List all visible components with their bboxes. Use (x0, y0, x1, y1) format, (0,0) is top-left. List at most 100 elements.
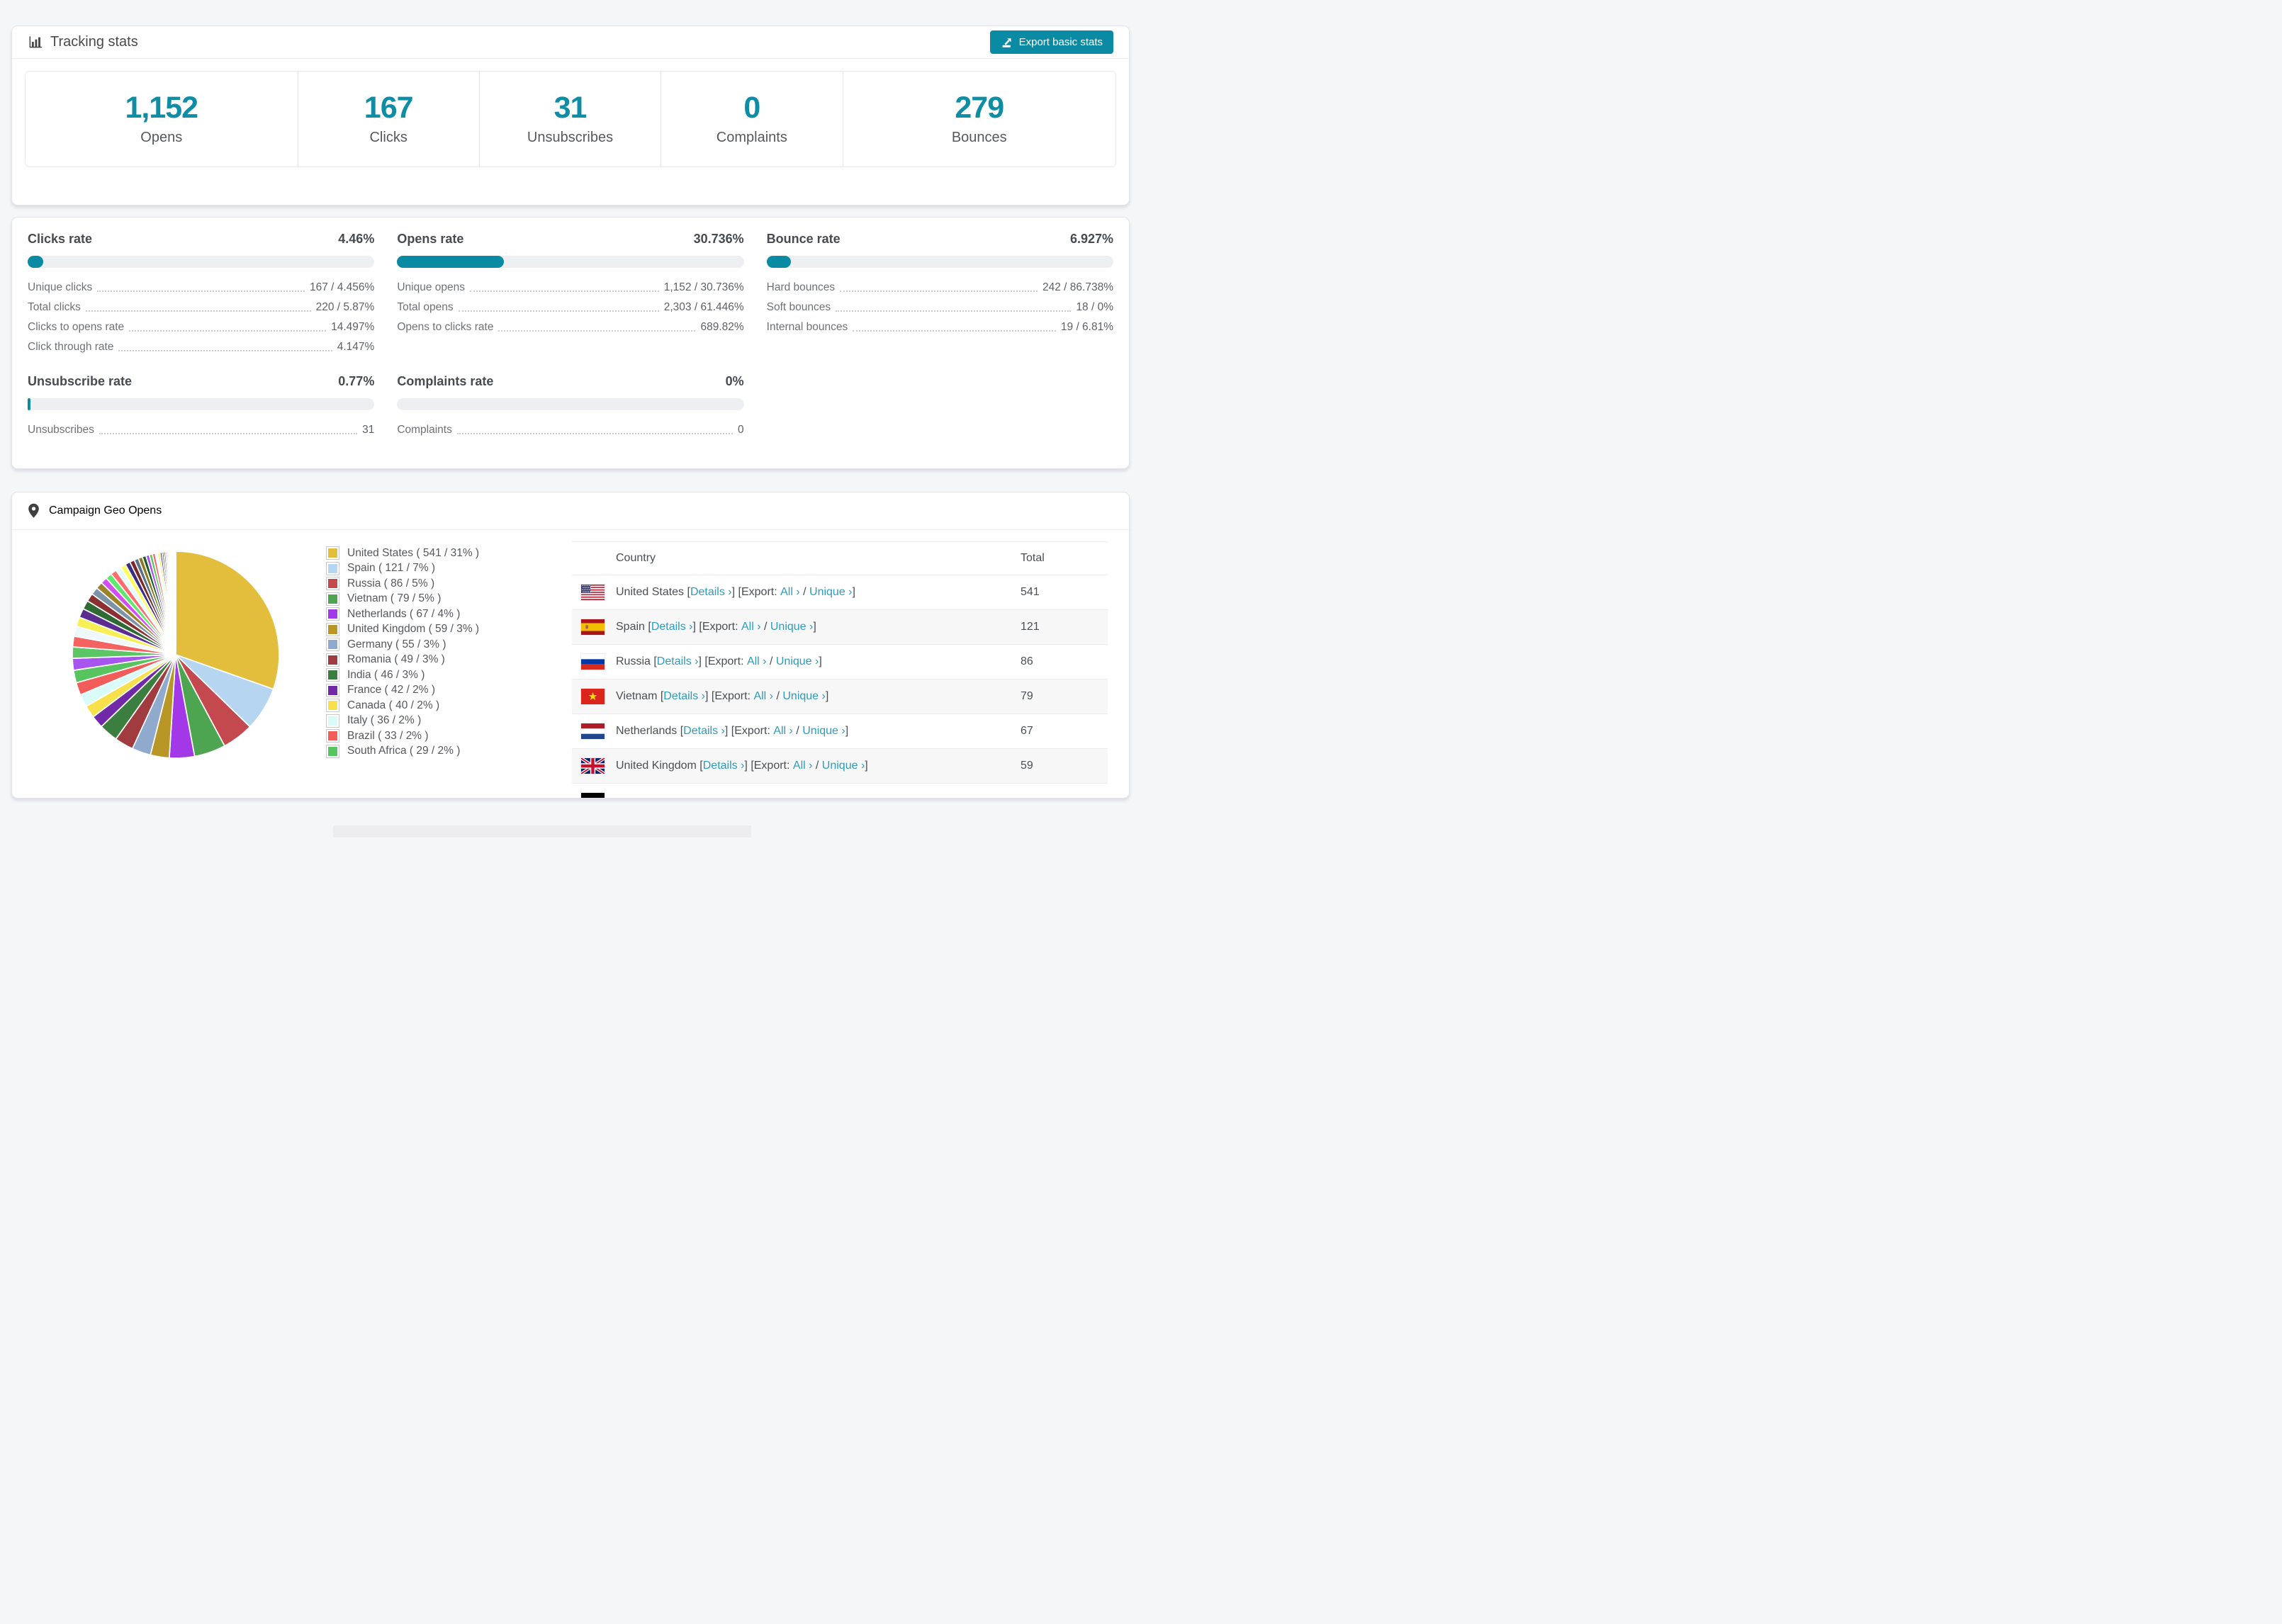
country-cell: Netherlands [Details ›] [Export: All › /… (616, 725, 849, 737)
export-all-link[interactable]: All › (780, 586, 800, 598)
vn-flag-icon (581, 689, 605, 704)
geo-table-row: Spain [Details ›] [Export: All › / Uniqu… (572, 609, 1108, 644)
geo-table-row: Netherlands [Details ›] [Export: All › /… (572, 714, 1108, 748)
legend-swatch (327, 608, 339, 621)
country-flag (581, 723, 605, 740)
rate-stat-value: 31 (362, 424, 375, 436)
rate-stat-label: Total opens (397, 301, 454, 313)
rate-stat-label: Opens to clicks rate (397, 321, 494, 333)
rate-stat-value: 14.497% (331, 321, 375, 333)
rate-title: Bounce rate (766, 232, 841, 246)
legend-label: Canada ( 40 / 2% ) (347, 699, 440, 711)
geo-table-row: United Kingdom [Details ›] [Export: All … (572, 748, 1108, 783)
rate-panel-head: Opens rate 30.736% (397, 232, 743, 247)
legend-item: Russia ( 86 / 5% ) (327, 576, 524, 592)
ru-flag-icon (581, 654, 605, 670)
country-total: 67 (1021, 725, 1033, 737)
legend-item: Brazil ( 33 / 2% ) (327, 728, 524, 744)
rate-title: Opens rate (397, 232, 464, 246)
total-column-header: Total (1021, 552, 1045, 564)
legend-item: Canada ( 40 / 2% ) (327, 698, 524, 714)
rate-stat-label: Unique clicks (28, 281, 93, 293)
legend-swatch (327, 592, 339, 605)
legend-label: United Kingdom ( 59 / 3% ) (347, 623, 480, 636)
country-total: 79 (1021, 690, 1033, 702)
export-unique-link[interactable]: Unique › (782, 690, 826, 702)
export-all-link[interactable]: All › (746, 655, 767, 667)
details-link[interactable]: Details › (683, 725, 725, 737)
legend-swatch (327, 745, 339, 757)
geo-pie-legend: United States ( 541 / 31% ) Spain ( 121 /… (297, 530, 524, 798)
legend-label: Netherlands ( 67 / 4% ) (347, 607, 461, 620)
dotted-leader (853, 330, 1056, 332)
rate-stat-value: 689.82% (700, 321, 744, 333)
export-button-label: Export basic stats (1018, 36, 1103, 48)
dotted-leader (836, 310, 1072, 312)
rate-title: Complaints rate (397, 374, 494, 388)
tracking-stats-card: Tracking stats Export basic stats 1,152 O… (11, 26, 1130, 205)
rate-progress-track (28, 256, 375, 268)
pie-slice (174, 551, 176, 655)
summary-stats-row: 1,152 Opens 167 Clicks 31 Unsubscribes 0 Compla… (25, 71, 1116, 167)
dotted-leader (840, 291, 1038, 292)
export-all-link[interactable]: All › (741, 621, 761, 633)
dotted-leader (498, 330, 696, 332)
export-all-link[interactable]: All › (792, 760, 813, 772)
rate-stat-value: 167 / 4.456% (309, 281, 375, 293)
dotted-leader (85, 310, 311, 312)
country-name: United Kingdom (616, 760, 697, 772)
rate-stat-row: Complaints 0 (397, 420, 743, 440)
rate-title: Unsubscribe rate (28, 374, 133, 388)
legend-swatch (327, 577, 339, 590)
rate-progress-fill (28, 256, 43, 268)
summary-stat-cell: 167 Clicks (298, 72, 480, 167)
rate-stat-row: Opens to clicks rate 689.82% (397, 317, 743, 337)
geo-table-header-row: Country Total (572, 542, 1108, 575)
country-name: Vietnam (616, 690, 658, 702)
export-unique-link[interactable]: Unique › (802, 725, 845, 737)
rate-stat-label: Total clicks (28, 301, 81, 313)
country-cell: Spain [Details ›] [Export: All › / Uniqu… (616, 621, 816, 633)
rate-value: 0.77% (338, 374, 375, 388)
dotted-leader (118, 350, 332, 351)
export-unique-link[interactable]: Unique › (821, 760, 865, 772)
country-total: 59 (1021, 760, 1033, 772)
legend-item: Vietnam ( 79 / 5% ) (327, 592, 524, 607)
country-name: United States (616, 586, 685, 598)
rate-value: 30.736% (693, 232, 744, 246)
country-flag (581, 585, 605, 601)
map-pin-icon (28, 503, 40, 519)
rate-stat-row: Unique clicks 167 / 4.456% (28, 278, 374, 298)
export-all-link[interactable]: All › (753, 690, 774, 702)
export-unique-link[interactable]: Unique › (775, 655, 819, 667)
rate-stat-label: Soft bounces (766, 301, 831, 313)
geo-table-row: Vietnam [Details ›] [Export: All › / Uni… (572, 679, 1108, 714)
rates-grid: Clicks rate 4.46% Unique clicks 167 / 4.456… (28, 232, 1113, 440)
country-total: 86 (1021, 655, 1033, 667)
export-basic-stats-button[interactable]: Export basic stats (989, 30, 1113, 54)
country-flag (581, 793, 605, 798)
rate-progress-fill (766, 256, 791, 268)
legend-item: India ( 46 / 3% ) (327, 667, 524, 683)
legend-label: United States ( 541 / 31% ) (347, 546, 480, 559)
details-link[interactable]: Details › (702, 760, 745, 772)
details-link[interactable]: Details › (651, 621, 693, 633)
export-unique-link[interactable]: Unique › (809, 586, 853, 598)
dotted-leader (99, 433, 358, 434)
geo-table: Country Total United States [Details ›] … (572, 541, 1108, 798)
export-unique-link[interactable]: Unique › (770, 621, 814, 633)
summary-stat-cell: 279 Bounces (843, 72, 1116, 167)
stat-label: Unsubscribes (527, 129, 614, 145)
export-all-link[interactable]: All › (773, 725, 793, 737)
legend-label: Italy ( 36 / 2% ) (347, 714, 422, 727)
details-link[interactable]: Details › (663, 690, 705, 702)
details-link[interactable]: Details › (656, 655, 699, 667)
rate-stat-row: Click through rate 4.147% (28, 337, 374, 357)
rate-panel-head: Clicks rate 4.46% (28, 232, 374, 247)
details-link[interactable]: Details › (690, 586, 732, 598)
de-flag-icon (581, 793, 605, 798)
legend-label: Brazil ( 33 / 2% ) (347, 729, 429, 742)
legend-item: Netherlands ( 67 / 4% ) (327, 607, 524, 622)
legend-swatch (327, 562, 339, 575)
legend-item: United States ( 541 / 31% ) (327, 546, 524, 561)
